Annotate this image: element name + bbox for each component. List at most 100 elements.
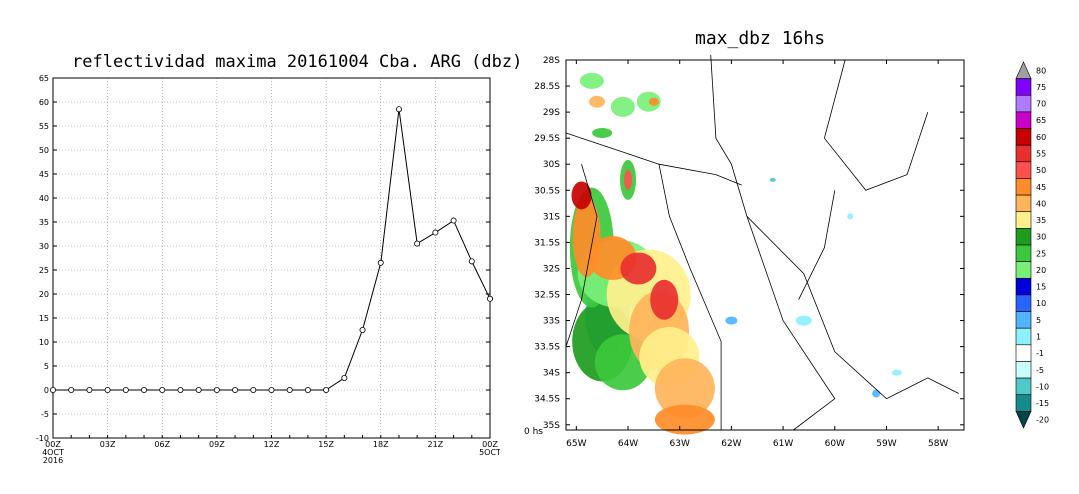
radar-echo <box>847 213 854 220</box>
y-tick-label: -10 <box>36 434 49 443</box>
colorbar-segment <box>1015 94 1032 113</box>
y-tick-label: 45 <box>39 170 49 179</box>
lat-label: 31.5S <box>534 238 560 248</box>
radar-echo <box>579 72 604 89</box>
colorbar-label: 40 <box>1036 199 1046 208</box>
left-chart-title: reflectividad maxima 20161004 Cba. ARG (… <box>72 52 523 72</box>
data-point <box>286 386 293 393</box>
data-point <box>141 386 148 393</box>
colorbar-segment <box>1015 178 1032 196</box>
colorbar-label: 75 <box>1036 83 1046 92</box>
y-tick-label: -5 <box>41 410 49 419</box>
colorbar-segment <box>1015 327 1032 346</box>
colorbar-label: 55 <box>1036 150 1046 159</box>
data-point <box>341 374 348 381</box>
lat-label: 32.5S <box>534 291 560 301</box>
colorbar-label: -20 <box>1036 416 1049 425</box>
colorbar-label: 5 <box>1036 316 1041 325</box>
x-tick-label: 2016 <box>43 456 63 465</box>
lon-label: 59W <box>876 439 896 449</box>
data-point <box>450 217 457 224</box>
colorbar-segment <box>1015 244 1032 262</box>
lat-label: 29S <box>543 108 560 118</box>
colorbar-segment <box>1015 128 1032 146</box>
x-tick-label: 09Z <box>209 440 225 449</box>
radar-echo <box>769 177 776 182</box>
colorbar-segment <box>1015 228 1032 246</box>
map-title: max_dbz 16hs <box>695 28 826 49</box>
y-tick-label: 35 <box>39 218 49 227</box>
colorbar-label: 65 <box>1036 116 1046 125</box>
data-point <box>268 386 275 393</box>
radar-echo <box>592 127 613 138</box>
lat-label: 32S <box>543 264 560 274</box>
radar-echo <box>648 97 659 106</box>
data-point <box>232 386 239 393</box>
radar-echo <box>589 95 606 108</box>
radar-echo <box>650 279 679 320</box>
radar-echo <box>624 169 633 190</box>
y-tick-label: 25 <box>39 266 49 275</box>
data-point <box>50 386 57 393</box>
x-tick-label: 15Z <box>318 440 334 449</box>
colorbar-segment <box>1015 194 1032 213</box>
colorbar-label: -5 <box>1036 366 1044 375</box>
y-tick-label: 55 <box>39 122 49 131</box>
radar-echo <box>571 181 592 210</box>
colorbar-segment <box>1015 411 1032 429</box>
data-point <box>359 326 366 333</box>
y-tick-label: 10 <box>39 338 49 347</box>
x-tick-label: 21Z <box>428 440 444 449</box>
lat-label: 28.5S <box>534 82 560 92</box>
colorbar-label: 45 <box>1036 183 1046 192</box>
lon-label: 64W <box>618 439 638 449</box>
y-tick-label: 50 <box>39 146 49 155</box>
radar-echo <box>610 96 635 117</box>
colorbar-label: -10 <box>1036 382 1049 391</box>
colorbar-segment <box>1015 111 1032 129</box>
y-tick-label: 65 <box>39 74 49 83</box>
colorbar-label: 10 <box>1036 299 1046 308</box>
colorbar-segment <box>1015 361 1032 379</box>
y-tick-label: 20 <box>39 290 49 299</box>
data-point <box>323 386 330 393</box>
data-point <box>213 386 220 393</box>
y-tick-label: 40 <box>39 194 49 203</box>
data-point <box>432 229 439 236</box>
lat-label: 31S <box>543 212 560 222</box>
colorbar-label: 1 <box>1036 333 1041 342</box>
radar-echo <box>795 315 812 326</box>
colorbar-segment <box>1015 344 1032 362</box>
colorbar-label: 25 <box>1036 249 1046 258</box>
max-dbz-map: 28S 28.5S 29S 29.5S 30S 30.5S 31S 31.5S 32S 32.5S… <box>524 54 965 449</box>
x-tick-label: 4OCT <box>42 448 64 457</box>
data-point <box>195 386 202 393</box>
colorbar-segment <box>1015 261 1032 279</box>
colorbar-segment <box>1015 294 1032 312</box>
lon-label: 62W <box>721 439 741 449</box>
colorbar-segment <box>1015 311 1032 329</box>
border-line <box>746 216 959 400</box>
lat-label: 30S <box>543 160 560 170</box>
lon-label: 63W <box>670 439 690 449</box>
colorbar-label: -1 <box>1036 349 1044 358</box>
x-tick-label: 06Z <box>154 440 170 449</box>
radar-echo <box>891 369 902 376</box>
data-point <box>104 386 111 393</box>
data-point <box>177 386 184 393</box>
data-point <box>250 386 257 393</box>
lat-label: 33.5S <box>534 343 560 353</box>
colorbar-segment <box>1015 394 1032 412</box>
border-line <box>658 164 722 430</box>
colorbar-segment <box>1015 377 1032 396</box>
lat-label: 34.5S <box>534 395 560 405</box>
colorbar-segment <box>1015 277 1032 296</box>
reflectivity-line-chart: -10-50510152025303540455055606500Z4OCT20… <box>36 74 500 465</box>
colorbar-label: 35 <box>1036 216 1046 225</box>
lon-label: 65W <box>566 439 586 449</box>
data-point <box>304 386 311 393</box>
lat-label: 29.5S <box>534 134 560 144</box>
colorbar-segment <box>1015 161 1032 179</box>
map-frame <box>565 59 965 431</box>
